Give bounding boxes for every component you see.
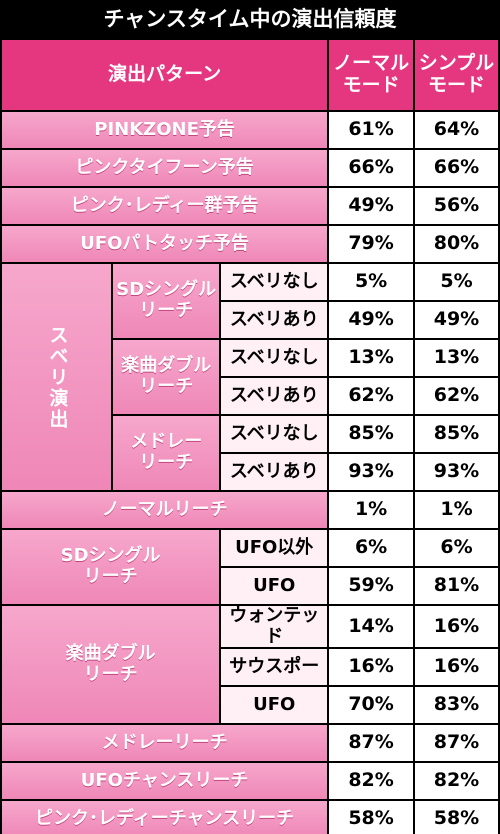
- sub-label: UFO: [221, 568, 328, 604]
- sub-label: スベリなし: [221, 416, 328, 452]
- value-simple: 62%: [414, 378, 498, 414]
- value-simple: 13%: [414, 340, 498, 376]
- header-normal-mode: ノーマル モード: [329, 40, 413, 110]
- row-label: ピンクタイフーン予告: [2, 150, 328, 186]
- value-normal: 49%: [329, 188, 413, 224]
- sub-label: UFO以外: [221, 530, 328, 566]
- sub-label: UFO: [221, 687, 328, 724]
- value-normal: 85%: [329, 416, 413, 452]
- value-simple: 6%: [414, 530, 498, 566]
- sd-single-text: SDシングル リーチ: [116, 279, 217, 321]
- value-normal: 70%: [329, 687, 413, 724]
- value-simple: 49%: [414, 302, 498, 338]
- sub-label: スベリなし: [221, 264, 328, 300]
- sub-label: ウォンテッド: [221, 605, 328, 648]
- value-normal: 16%: [329, 649, 413, 686]
- sub-label: スベリあり: [221, 454, 328, 490]
- value-simple: 66%: [414, 150, 498, 186]
- header-simple-text: シンプル モード: [418, 52, 495, 96]
- sub-label: サウスポー: [221, 649, 328, 686]
- row-label: UFOチャンスリーチ: [2, 763, 328, 800]
- row-label: PINKZONE予告: [2, 112, 328, 148]
- value-simple: 85%: [414, 416, 498, 452]
- reliability-table: 演出パターン ノーマル モード シンプル モード PINKZONE予告 61% …: [0, 38, 500, 834]
- value-normal: 5%: [329, 264, 413, 300]
- value-simple: 81%: [414, 568, 498, 604]
- suberi-group-label: スベリ演出: [2, 264, 112, 490]
- value-normal: 59%: [329, 568, 413, 604]
- gakkyoku-reach-text: 楽曲ダブル リーチ: [65, 643, 156, 685]
- value-normal: 66%: [329, 150, 413, 186]
- value-normal: 1%: [329, 492, 413, 528]
- sub-label: スベリあり: [221, 302, 328, 338]
- row-label: UFOパトタッチ予告: [2, 226, 328, 262]
- header-simple-mode: シンプル モード: [414, 40, 498, 110]
- value-normal: 13%: [329, 340, 413, 376]
- value-simple: 16%: [414, 649, 498, 686]
- value-simple: 16%: [414, 606, 498, 648]
- sd-single-reach-text: SDシングル リーチ: [60, 545, 161, 587]
- sd-single-reach-label: SDシングル リーチ: [2, 530, 220, 604]
- value-simple: 80%: [414, 226, 498, 262]
- value-simple: 56%: [414, 188, 498, 224]
- medley-label: メドレー リーチ: [113, 416, 220, 490]
- value-normal: 79%: [329, 226, 413, 262]
- sd-single-label: SDシングル リーチ: [113, 264, 220, 338]
- value-simple: 83%: [414, 687, 498, 724]
- gakkyoku-label: 楽曲ダブル リーチ: [113, 340, 220, 414]
- gakkyoku-reach-label: 楽曲ダブル リーチ: [2, 606, 220, 724]
- value-normal: 49%: [329, 302, 413, 338]
- value-simple: 87%: [414, 725, 498, 762]
- row-label: ノーマルリーチ: [2, 492, 328, 528]
- page-title: チャンスタイム中の演出信頼度: [0, 0, 500, 38]
- row-label: ピンク･レディー群予告: [2, 188, 328, 224]
- value-simple: 82%: [414, 763, 498, 800]
- medley-text: メドレー リーチ: [130, 431, 203, 473]
- value-normal: 62%: [329, 378, 413, 414]
- value-simple: 64%: [414, 112, 498, 148]
- row-label: メドレーリーチ: [2, 725, 328, 762]
- value-normal: 6%: [329, 530, 413, 566]
- value-normal: 14%: [329, 606, 413, 648]
- sub-label: スベリあり: [221, 378, 328, 414]
- value-simple: 5%: [414, 264, 498, 300]
- header-normal-text: ノーマル モード: [333, 52, 410, 96]
- value-normal: 82%: [329, 763, 413, 800]
- value-normal: 87%: [329, 725, 413, 762]
- value-normal: 93%: [329, 454, 413, 490]
- value-normal: 61%: [329, 112, 413, 148]
- gakkyoku-text: 楽曲ダブル リーチ: [121, 355, 212, 397]
- sub-label: スベリなし: [221, 340, 328, 376]
- value-simple: 93%: [414, 454, 498, 490]
- header-pattern: 演出パターン: [2, 40, 328, 110]
- value-simple: 1%: [414, 492, 498, 528]
